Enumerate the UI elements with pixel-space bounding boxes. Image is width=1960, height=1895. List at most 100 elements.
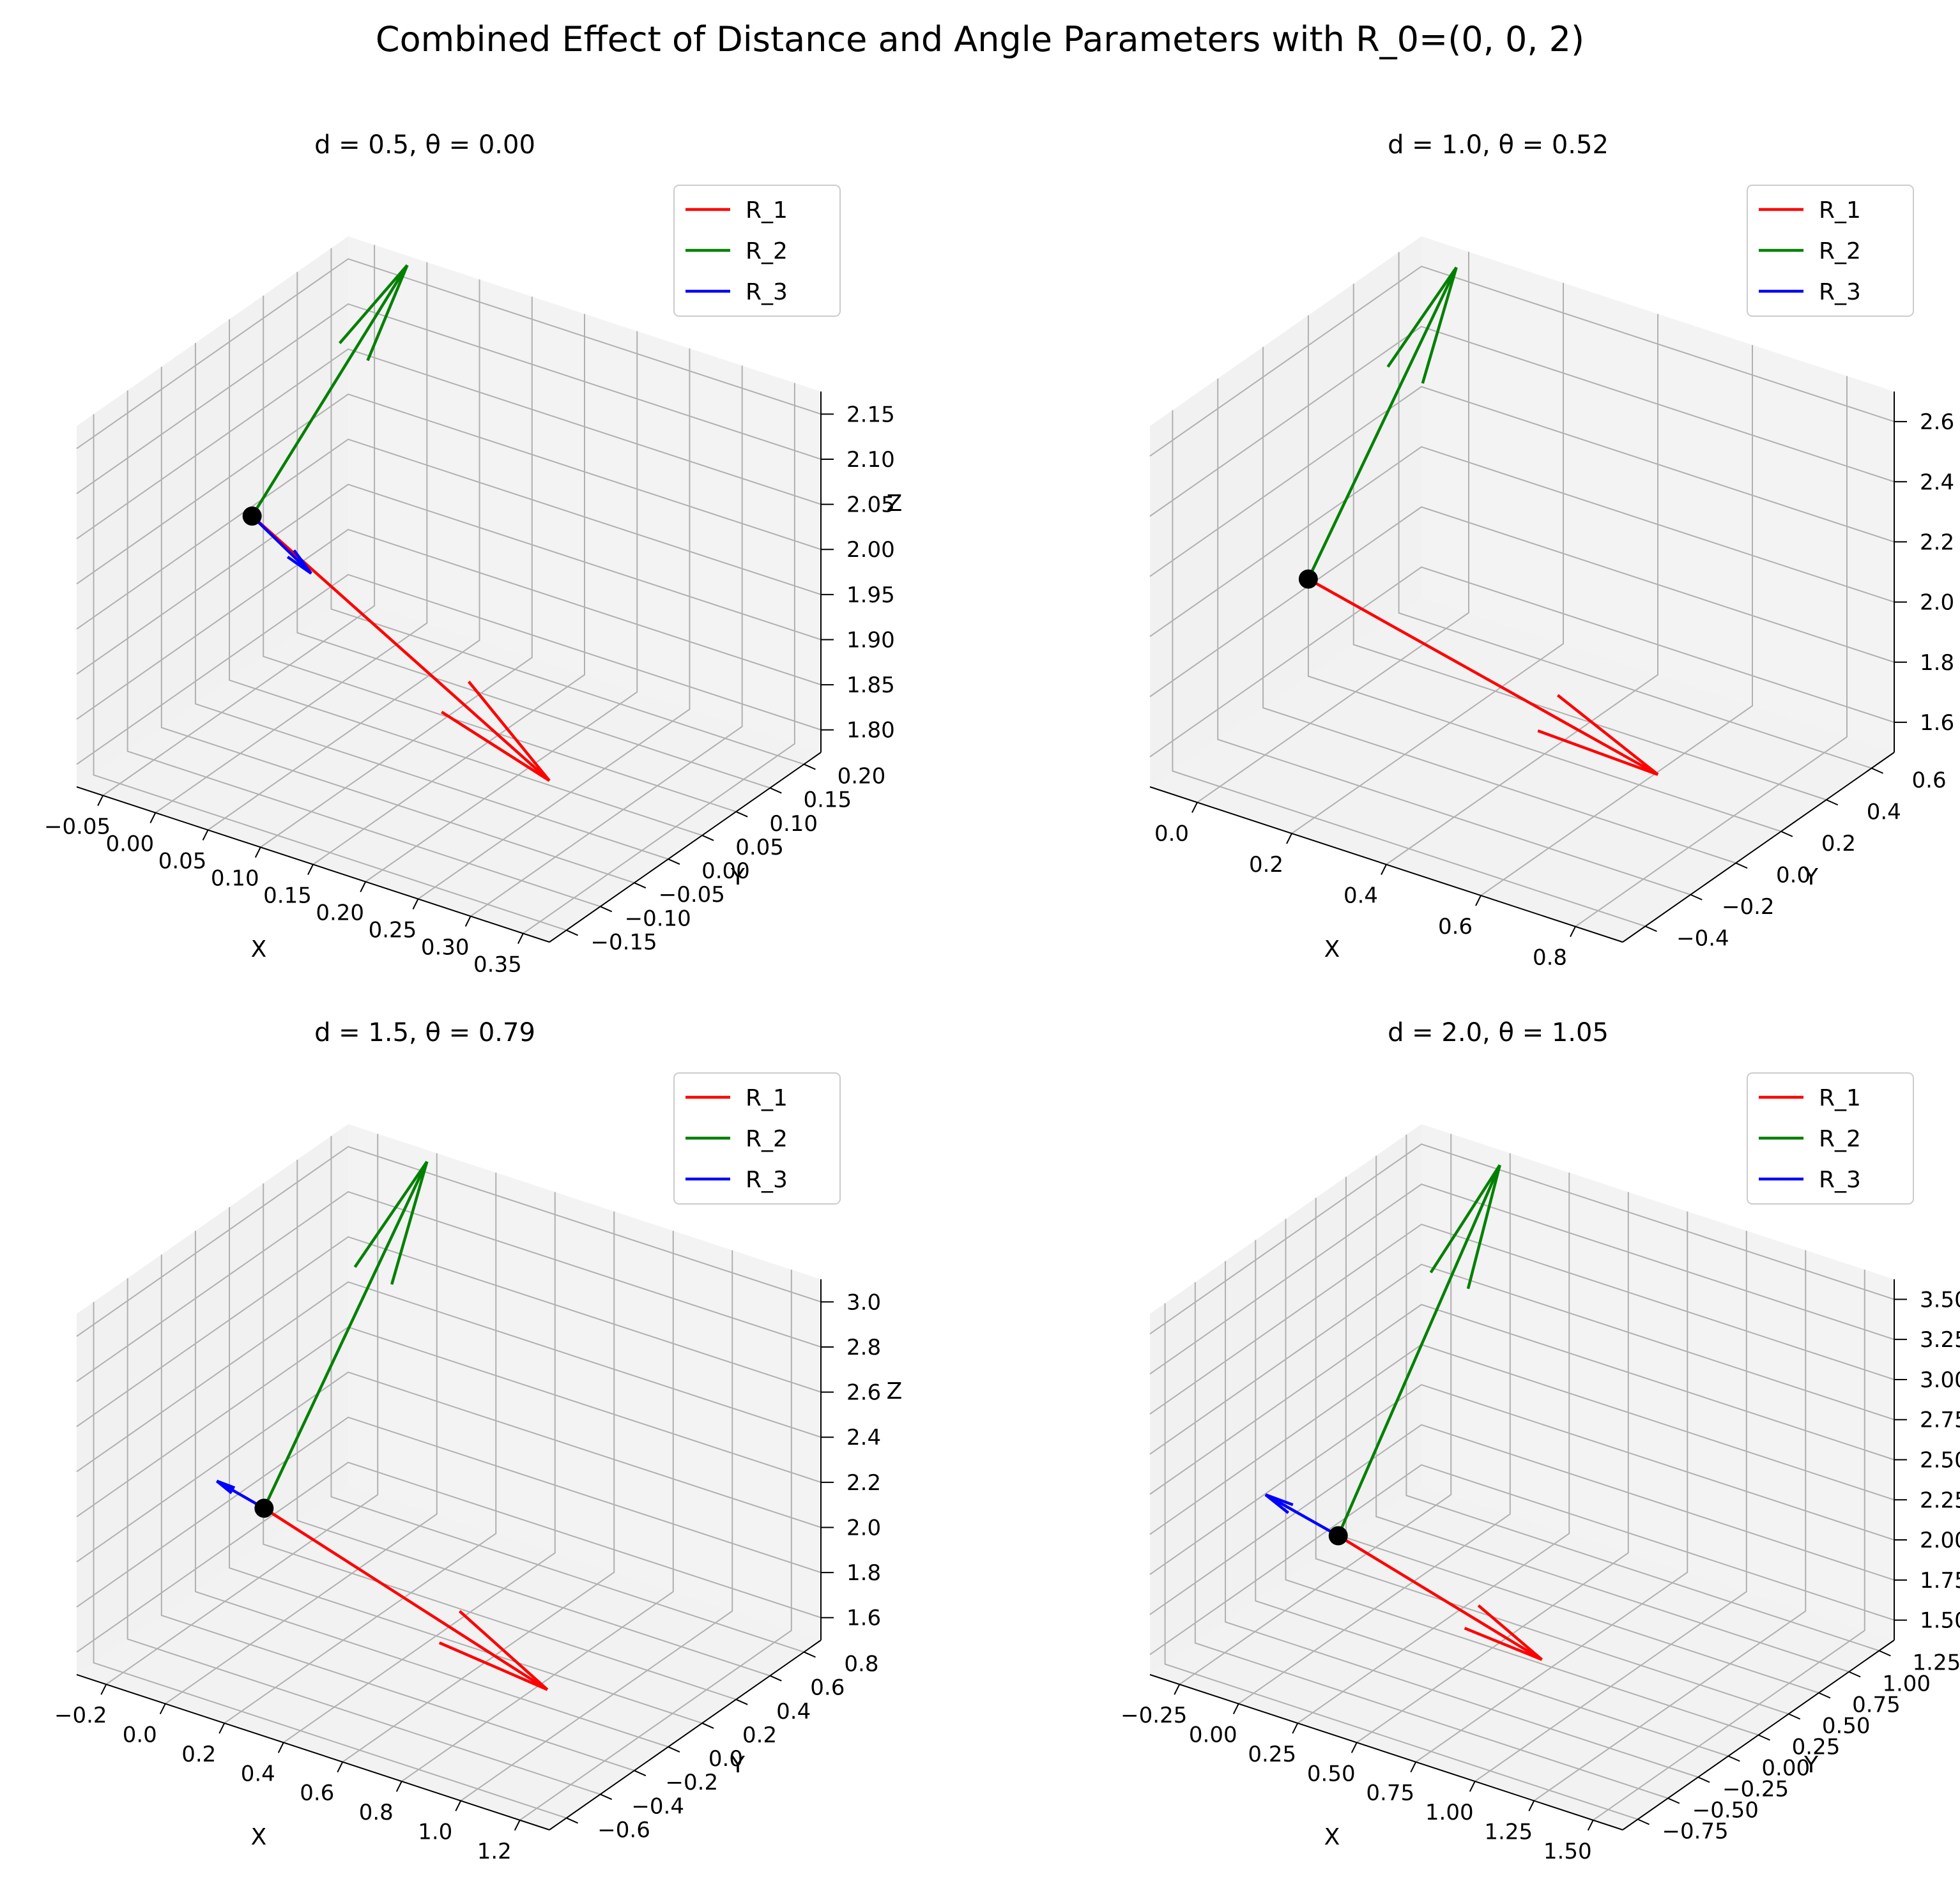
- z-gridline: [76, 438, 822, 630]
- x-gridline: [1238, 1153, 1511, 1705]
- arrowhead: [467, 680, 551, 782]
- x-gridline: [312, 314, 585, 865]
- x-tick: [97, 795, 104, 806]
- x-tick-label: 0.05: [158, 849, 207, 874]
- x-tick: [1469, 1781, 1476, 1792]
- y-tick-label: −0.10: [625, 906, 691, 931]
- y-gridline: [160, 1254, 635, 1772]
- x-gridline: [165, 1153, 438, 1705]
- y-tick-label: −0.25: [1722, 1777, 1789, 1802]
- arrowhead: [1556, 694, 1659, 776]
- y-tick-label: 0.2: [742, 1723, 777, 1748]
- y-tick: [1667, 1797, 1680, 1804]
- x-tick: [159, 1703, 166, 1715]
- x-tick: [412, 899, 419, 909]
- z-gridline: [76, 1281, 822, 1473]
- legend-label: R_2: [746, 238, 788, 264]
- y-tick-label: −0.6: [597, 1817, 650, 1843]
- y-tick-label: −0.4: [631, 1793, 684, 1819]
- y-axis-label: Y: [730, 864, 746, 890]
- z-tick-label: 1.8: [846, 1560, 881, 1586]
- subplot-title: d = 1.0, θ = 0.52: [1388, 130, 1609, 160]
- z-tick-label: 2.15: [846, 402, 895, 427]
- x-tick-label: 0.20: [316, 901, 364, 926]
- vector-r2: [263, 1161, 429, 1509]
- y-gridline: [1315, 1198, 1789, 1715]
- y-tick: [600, 906, 613, 913]
- y-tick-label: 0.0: [708, 1746, 743, 1772]
- x-gridline: [470, 365, 743, 917]
- subplot-title: d = 2.0, θ = 1.05: [1388, 1018, 1609, 1047]
- y-tick-label: −0.50: [1692, 1798, 1759, 1823]
- legend-label: R_1: [746, 197, 788, 224]
- y-tick-label: −0.75: [1662, 1819, 1729, 1845]
- y-tick: [1848, 1671, 1861, 1678]
- z-tick-label: 2.4: [846, 1425, 881, 1450]
- x-tick-label: 0.8: [359, 1800, 394, 1825]
- y-tick-label: 0.8: [844, 1652, 878, 1677]
- z-gridline: [76, 393, 822, 585]
- y-tick-label: 1.25: [1913, 1650, 1960, 1676]
- y-gridline: [1217, 378, 1691, 895]
- y-tick: [1826, 799, 1839, 806]
- y-gridline: [263, 295, 737, 812]
- x-gridline: [342, 1211, 615, 1763]
- z-tick-label: 1.50: [1920, 1608, 1960, 1634]
- y-gridline: [1225, 1261, 1699, 1778]
- legend-label: R_3: [746, 279, 788, 305]
- y-tick: [634, 1770, 647, 1777]
- x-axis-line: [1149, 1674, 1623, 1830]
- arrowhead: [390, 1161, 429, 1285]
- y-axis-line: [1622, 752, 1895, 943]
- arrowhead: [293, 549, 312, 575]
- x-tick-label: −0.2: [54, 1703, 107, 1728]
- back-pane: [348, 1124, 821, 1640]
- x-axis-line: [76, 1674, 550, 1830]
- x-tick-label: 0.8: [1533, 945, 1567, 971]
- z-gridline: [1149, 566, 1895, 757]
- vector-r1: [1307, 577, 1659, 776]
- x-tick-label: 1.00: [1425, 1800, 1474, 1825]
- x-tick: [514, 1820, 521, 1831]
- arrowhead: [286, 556, 312, 575]
- z-gridline: [76, 574, 822, 765]
- x-tick: [1570, 926, 1576, 938]
- y-tick: [668, 858, 680, 865]
- x-tick: [360, 881, 367, 892]
- y-tick-label: 0.6: [810, 1675, 845, 1701]
- x-gridline: [1533, 1250, 1807, 1802]
- floor-pane: [77, 1485, 821, 1830]
- x-tick: [254, 847, 261, 858]
- y-tick: [735, 811, 748, 818]
- x-tick-label: 0.15: [263, 883, 312, 909]
- arrowhead: [1537, 729, 1658, 776]
- y-tick-label: 0.50: [1822, 1714, 1871, 1739]
- vector-r2: [250, 264, 409, 517]
- y-tick-label: 0.4: [776, 1699, 811, 1724]
- legend-label: R_3: [746, 1167, 788, 1193]
- y-tick: [1780, 830, 1793, 837]
- y-gridline: [296, 271, 770, 789]
- y-tick: [1788, 1713, 1801, 1720]
- y-tick: [634, 882, 647, 889]
- x-tick: [1528, 1800, 1535, 1811]
- y-tick-label: −0.4: [1676, 925, 1729, 951]
- x-tick: [464, 916, 471, 927]
- legend-frame: [673, 1072, 841, 1205]
- arrowhead: [1264, 1493, 1290, 1514]
- arrowhead: [1386, 266, 1458, 368]
- arrowhead: [353, 1161, 429, 1268]
- x-tick: [1381, 864, 1387, 875]
- y-gridline: [1405, 1134, 1880, 1652]
- y-tick-label: 1.00: [1882, 1671, 1931, 1697]
- x-tick-label: 1.50: [1543, 1839, 1592, 1864]
- x-tick-label: 1.2: [477, 1839, 512, 1864]
- y-tick: [1697, 1776, 1710, 1783]
- y-axis-label: Y: [730, 1752, 746, 1778]
- arrowhead: [458, 1610, 549, 1691]
- legend: R_1 R_2 R_3: [1747, 1072, 1914, 1205]
- z-gridline: [1149, 1304, 1895, 1495]
- legend-label: R_2: [746, 1126, 788, 1152]
- z-gridline: [76, 348, 822, 540]
- z-tick-label: 2.0: [846, 1515, 881, 1541]
